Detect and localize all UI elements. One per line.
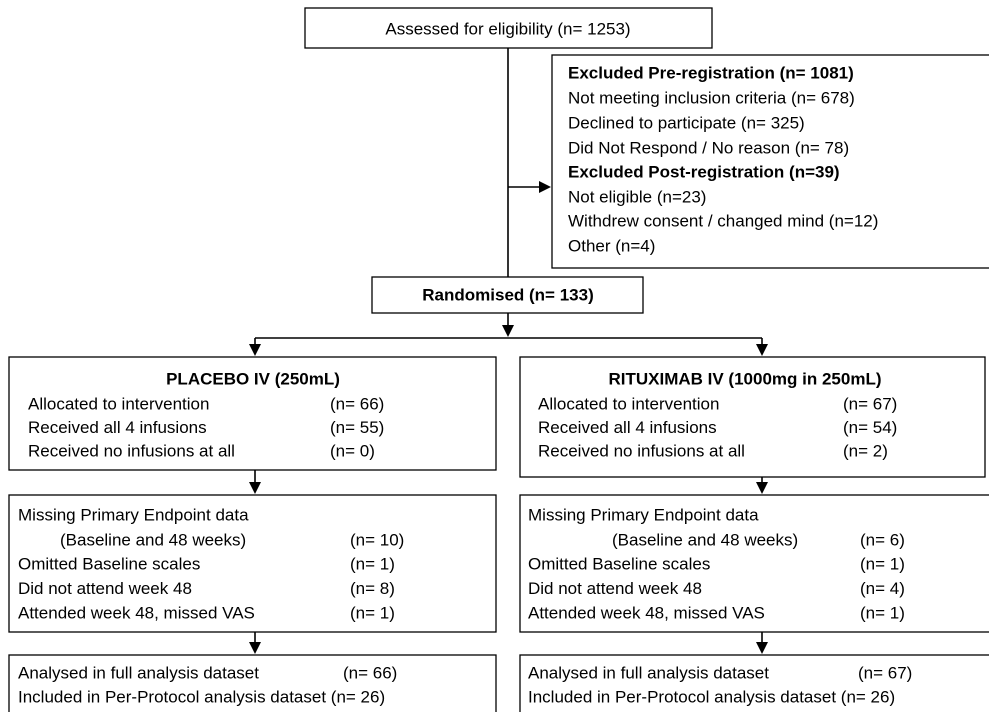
row-label: Attended week 48, missed VAS [18,603,255,622]
heading: Excluded Pre-registration (n= 1081) [568,63,854,82]
row-count: (n= 66) [330,394,384,413]
row-label: Allocated to intervention [28,394,209,413]
box [8,356,497,471]
row-count: (n= 54) [843,418,897,437]
box-text: Randomised (n= 133) [422,285,593,304]
row-count: (n= 6) [860,530,905,549]
row-count: (n= 1) [350,603,395,622]
row-label: Analysed in full analysis dataset [528,663,769,682]
row-label: Received no infusions at all [538,441,745,460]
row-count: (n= 1) [860,603,905,622]
subheading: (Baseline and 48 weeks) [60,530,246,549]
subheading: (Baseline and 48 weeks) [612,530,798,549]
row-label: Analysed in full analysis dataset [18,663,259,682]
heading: Missing Primary Endpoint data [528,505,759,524]
item: Not meeting inclusion criteria (n= 678) [568,88,855,107]
box [519,356,986,478]
row-label: Attended week 48, missed VAS [528,603,765,622]
box [304,7,713,49]
item: Declined to participate (n= 325) [568,113,805,132]
arm-title: PLACEBO IV (250mL) [166,369,340,388]
box [371,276,644,314]
row-label: Omitted Baseline scales [18,554,200,573]
row-label: Received all 4 infusions [538,418,717,437]
row-label: Included in Per-Protocol analysis datase… [528,687,895,706]
row-label: Included in Per-Protocol analysis datase… [18,687,385,706]
row-label: Allocated to intervention [538,394,719,413]
row-label: Received no infusions at all [28,441,235,460]
heading: Excluded Post-registration (n=39) [568,162,840,181]
box [8,494,497,633]
row-count: (n= 8) [350,579,395,598]
row-count: (n= 2) [843,441,888,460]
row-count: (n= 4) [860,579,905,598]
arrowhead [502,325,514,337]
row-label: Did not attend week 48 [528,579,702,598]
row-count: (n= 0) [330,441,375,460]
row-count: (n= 66) [343,663,397,682]
item: Not eligible (n=23) [568,187,706,206]
arrowhead [249,482,261,494]
heading: Missing Primary Endpoint data [18,505,249,524]
arrowhead [756,482,768,494]
arrowhead [539,181,551,193]
row-label: Omitted Baseline scales [528,554,710,573]
row-label: Received all 4 infusions [28,418,207,437]
box [551,54,989,269]
item: Other (n=4) [568,236,655,255]
row-count: (n= 67) [858,663,912,682]
row-count: (n= 10) [350,530,404,549]
row-count: (n= 1) [860,554,905,573]
box [519,654,989,712]
row-label: Did not attend week 48 [18,579,192,598]
arrowhead [756,344,768,356]
arm-title: RITUXIMAB IV (1000mg in 250mL) [608,369,881,388]
row-count: (n= 67) [843,394,897,413]
item: Did Not Respond / No reason (n= 78) [568,138,849,157]
row-count: (n= 1) [350,554,395,573]
item: Withdrew consent / changed mind (n=12) [568,211,878,230]
arrowhead [756,642,768,654]
box [8,654,497,712]
row-count: (n= 55) [330,418,384,437]
arrowhead [249,344,261,356]
box-text: Assessed for eligibility (n= 1253) [385,19,630,38]
arrowhead [249,642,261,654]
box [519,494,989,633]
